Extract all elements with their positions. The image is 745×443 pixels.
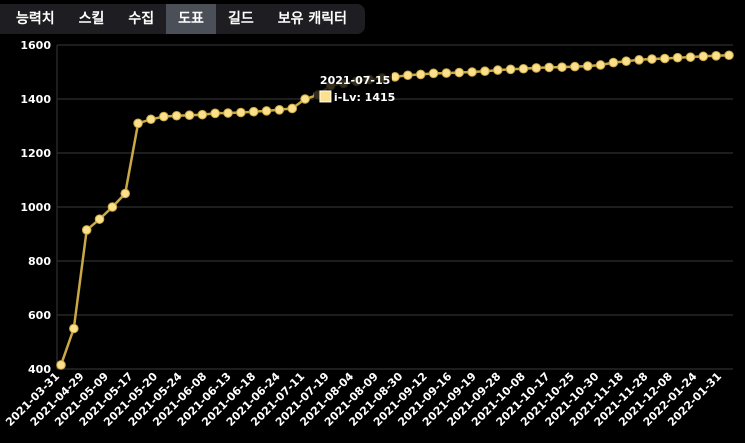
y-tick-label: 1000: [20, 201, 51, 214]
y-tick-label: 1400: [20, 93, 51, 106]
data-point[interactable]: [621, 56, 632, 67]
data-point[interactable]: [570, 61, 580, 72]
tab-4[interactable]: 길드: [227, 11, 254, 27]
data-point[interactable]: [184, 110, 195, 120]
data-point[interactable]: [505, 64, 516, 75]
tab-2[interactable]: 수집: [128, 11, 155, 27]
data-point[interactable]: [300, 94, 310, 104]
data-point[interactable]: [582, 61, 593, 71]
y-tick-label: 1200: [20, 147, 51, 160]
data-point[interactable]: [171, 110, 182, 121]
data-point[interactable]: [210, 108, 220, 119]
tooltip-box: [313, 69, 392, 112]
data-point[interactable]: [711, 51, 721, 61]
data-point[interactable]: [107, 202, 118, 212]
data-point[interactable]: [595, 60, 606, 70]
data-point[interactable]: [248, 106, 259, 117]
data-point[interactable]: [518, 63, 529, 74]
data-point[interactable]: [94, 214, 105, 224]
data-point[interactable]: [403, 70, 413, 81]
data-point[interactable]: [428, 68, 439, 79]
tab-bar: 능력치 스킬 수집 도표 길드 보유 캐릭터: [0, 4, 365, 34]
tooltip-swatch: [319, 90, 332, 103]
data-point[interactable]: [557, 62, 567, 72]
data-point[interactable]: [647, 54, 657, 64]
data-point[interactable]: [81, 225, 92, 235]
data-point[interactable]: [223, 108, 233, 118]
data-point[interactable]: [236, 107, 246, 118]
data-point[interactable]: [454, 67, 465, 78]
data-point[interactable]: [492, 65, 503, 75]
data-point[interactable]: [698, 51, 709, 62]
data-point[interactable]: [69, 323, 79, 334]
data-point[interactable]: [441, 68, 452, 78]
tab-1[interactable]: 스킬: [78, 11, 105, 27]
tooltip-title: 2021-07-15: [320, 74, 390, 87]
data-point[interactable]: [608, 57, 619, 68]
tooltip-label: i-Lv: 1415: [334, 91, 395, 104]
data-point[interactable]: [287, 103, 298, 114]
data-point[interactable]: [158, 111, 169, 122]
data-point[interactable]: [120, 188, 131, 199]
data-point[interactable]: [274, 105, 285, 115]
data-point[interactable]: [634, 55, 644, 65]
data-point[interactable]: [197, 109, 208, 120]
y-tick-label: 400: [28, 363, 51, 376]
tab-0[interactable]: 능력치: [16, 11, 55, 27]
data-point[interactable]: [480, 66, 490, 76]
data-point[interactable]: [724, 50, 734, 61]
data-point[interactable]: [415, 69, 426, 80]
y-tick-label: 600: [28, 309, 51, 322]
data-point[interactable]: [146, 114, 156, 125]
tab-3[interactable]: 도표: [166, 4, 216, 34]
data-point[interactable]: [672, 52, 683, 63]
data-point[interactable]: [261, 106, 272, 116]
data-point[interactable]: [685, 52, 696, 62]
y-tick-label: 800: [28, 255, 51, 268]
y-tick-label: 1600: [20, 39, 51, 52]
data-point[interactable]: [544, 62, 554, 73]
data-point[interactable]: [531, 63, 542, 73]
data-point[interactable]: [659, 53, 670, 64]
data-point[interactable]: [56, 360, 66, 370]
data-point[interactable]: [390, 72, 400, 82]
tab-5[interactable]: 보유 캐릭터: [277, 11, 347, 27]
data-point[interactable]: [133, 118, 143, 129]
data-point[interactable]: [467, 67, 477, 77]
